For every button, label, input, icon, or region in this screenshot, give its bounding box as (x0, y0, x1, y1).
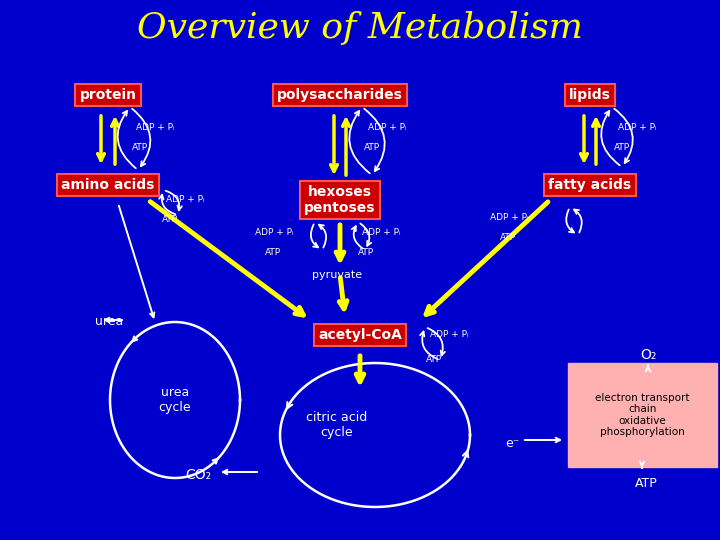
Text: ADP + Pᵢ: ADP + Pᵢ (136, 123, 175, 132)
Text: acetyl-CoA: acetyl-CoA (318, 328, 402, 342)
Text: Overview of Metabolism: Overview of Metabolism (137, 11, 583, 45)
Text: ATP: ATP (364, 143, 380, 152)
Text: citric acid
cycle: citric acid cycle (307, 411, 368, 439)
Text: ATP: ATP (500, 233, 516, 242)
Text: urea: urea (95, 315, 123, 328)
Text: ADP + Pᵢ: ADP + Pᵢ (362, 228, 400, 237)
Text: hexoses
pentoses: hexoses pentoses (305, 185, 376, 215)
Text: CO₂: CO₂ (185, 468, 211, 482)
Text: ATP: ATP (426, 355, 442, 364)
Text: ADP + Pᵢ: ADP + Pᵢ (255, 228, 294, 237)
Text: ADP + Pᵢ: ADP + Pᵢ (368, 123, 407, 132)
Text: ATP: ATP (358, 248, 374, 257)
Text: electron transport
chain
oxidative
phosphorylation: electron transport chain oxidative phosp… (595, 393, 690, 437)
Text: ADP + Pᵢ: ADP + Pᵢ (166, 195, 204, 204)
Text: fatty acids: fatty acids (549, 178, 631, 192)
Text: O₂: O₂ (640, 348, 657, 362)
Text: ATP: ATP (614, 143, 630, 152)
Text: ADP + Pᵢ: ADP + Pᵢ (430, 330, 469, 339)
Text: polysaccharides: polysaccharides (277, 88, 403, 102)
Text: ATP: ATP (162, 215, 178, 224)
Text: urea
cycle: urea cycle (158, 386, 192, 414)
FancyBboxPatch shape (568, 363, 717, 467)
Text: pyruvate: pyruvate (312, 270, 362, 280)
Text: ATP: ATP (132, 143, 148, 152)
Text: ATP: ATP (635, 477, 658, 490)
Text: protein: protein (79, 88, 137, 102)
Text: lipids: lipids (569, 88, 611, 102)
Text: ADP + Pᵢ: ADP + Pᵢ (490, 213, 528, 222)
Text: ATP: ATP (265, 248, 281, 257)
Text: amino acids: amino acids (61, 178, 155, 192)
Text: ADP + Pᵢ: ADP + Pᵢ (618, 123, 657, 132)
Text: e⁻: e⁻ (505, 437, 519, 450)
